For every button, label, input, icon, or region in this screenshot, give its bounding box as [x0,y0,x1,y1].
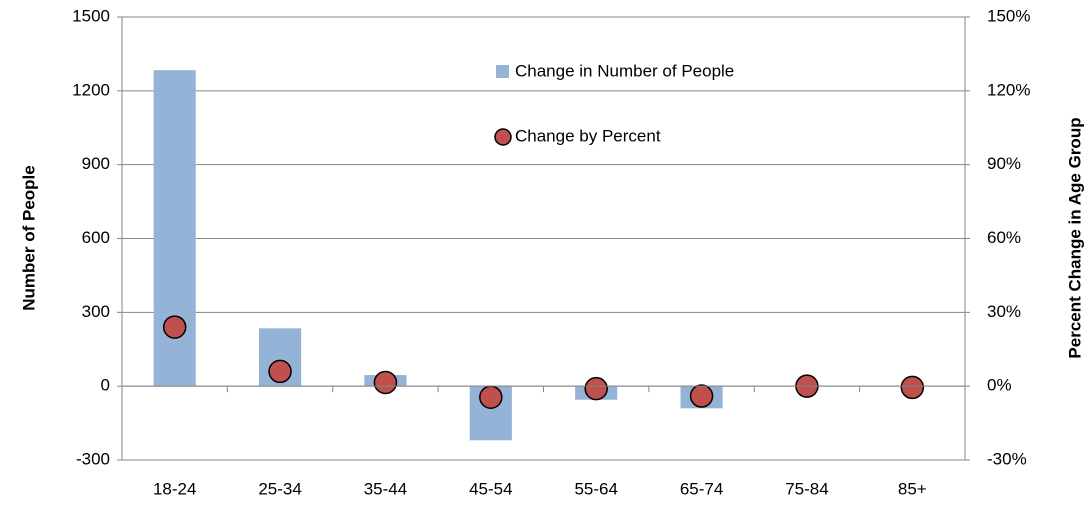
y2-tick-label: 120% [987,80,1030,99]
x-tick-label: 65-74 [680,479,723,498]
point [479,385,503,409]
point [900,375,925,400]
x-tick-label: 75-84 [785,479,828,498]
y-tick-label: 900 [82,154,110,173]
point [689,384,714,408]
point [584,376,608,401]
legend-label: Change in Number of People [515,61,734,80]
x-tick-label: 45-54 [469,479,512,498]
y2-tick-label: 0% [987,376,1012,395]
x-tick-label: 85+ [898,479,927,498]
legend-swatch [496,65,509,78]
y-tick-label: 1200 [72,80,110,99]
x-tick-label: 18-24 [153,479,196,498]
x-tick-label: 25-34 [258,479,301,498]
legend-swatch [494,128,512,146]
y2-axis-title: Percent Change in Age Group [1065,117,1084,358]
legend-label: Change by Percent [515,126,661,145]
y2-tick-label: 90% [987,154,1021,173]
y2-tick-label: 60% [987,228,1021,247]
x-tick-label: 55-64 [574,479,617,498]
point [268,359,292,384]
y-tick-label: 600 [82,228,110,247]
y-tick-label: 300 [82,302,110,321]
y2-tick-label: 150% [987,6,1030,25]
y2-tick-label: -30% [987,449,1027,468]
y-axis-title: Number of People [19,165,38,310]
point [373,370,398,395]
y-tick-label: -300 [76,449,110,468]
y-tick-label: 0 [101,376,110,395]
x-tick-label: 35-44 [364,479,407,498]
point [162,315,187,339]
y2-tick-label: 30% [987,302,1021,321]
y-tick-label: 1500 [72,6,110,25]
